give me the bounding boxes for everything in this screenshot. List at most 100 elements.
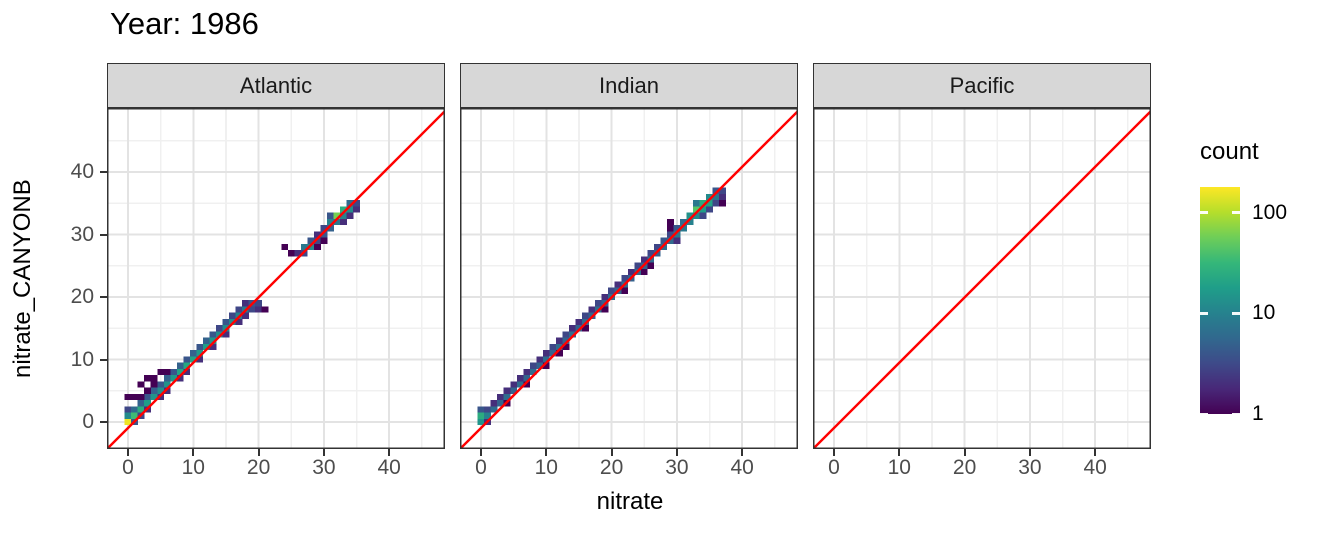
count-bin bbox=[281, 243, 289, 251]
count-bin bbox=[516, 375, 524, 382]
facet-indian: Indian 0 10 20 30 40 bbox=[460, 63, 798, 479]
count-bin bbox=[693, 212, 700, 219]
x-tick-mark bbox=[1094, 449, 1097, 456]
count-bin bbox=[562, 337, 570, 344]
count-bin bbox=[693, 206, 700, 213]
count-bin bbox=[699, 212, 707, 219]
count-bin bbox=[706, 193, 713, 201]
x-tick-label: 20 bbox=[599, 456, 624, 479]
x-tick-mark bbox=[480, 449, 482, 456]
count-bin bbox=[608, 287, 615, 294]
count-bin bbox=[320, 225, 328, 232]
count-bin bbox=[163, 375, 171, 382]
count-bin bbox=[582, 312, 589, 319]
count-bin bbox=[719, 193, 727, 201]
count-bin bbox=[699, 200, 707, 207]
x-tick-label: 30 bbox=[665, 456, 689, 479]
y-tick-label: 20 bbox=[70, 285, 94, 308]
count-bin bbox=[477, 418, 485, 426]
count-bin bbox=[242, 300, 249, 307]
count-bin bbox=[157, 387, 165, 394]
identity-line bbox=[813, 110, 1151, 449]
count-bin bbox=[523, 368, 531, 376]
count-bin bbox=[666, 231, 674, 238]
x-tick-mark bbox=[388, 449, 391, 456]
count-bin bbox=[144, 387, 151, 394]
count-bin bbox=[209, 331, 217, 338]
facet-atlantic: Atlantic 0 10 20 30 40 bbox=[107, 63, 445, 479]
x-tick-mark bbox=[898, 449, 901, 456]
y-tick-label: 0 bbox=[82, 410, 94, 433]
count-bin bbox=[516, 381, 524, 388]
count-bin bbox=[287, 250, 295, 257]
panel-border bbox=[107, 108, 445, 449]
count-bin bbox=[150, 381, 158, 388]
count-bin bbox=[353, 200, 360, 207]
count-bin bbox=[137, 400, 145, 407]
count-bin bbox=[497, 400, 504, 407]
x-tick-mark bbox=[833, 449, 835, 456]
count-bin bbox=[549, 343, 557, 351]
count-bin bbox=[595, 300, 602, 307]
count-bin bbox=[150, 393, 158, 401]
count-bin bbox=[294, 250, 302, 257]
count-bin bbox=[248, 306, 256, 313]
facet-strip-indian: Indian bbox=[460, 63, 798, 108]
legend-colorbar bbox=[1200, 187, 1240, 414]
count-bin bbox=[144, 400, 151, 407]
count-bin bbox=[131, 406, 138, 413]
count-bin bbox=[157, 381, 165, 388]
count-bin bbox=[163, 368, 171, 376]
count-bin bbox=[313, 231, 321, 238]
count-bin bbox=[660, 243, 668, 251]
count-bin bbox=[307, 243, 315, 251]
x-tick-mark bbox=[610, 449, 613, 456]
count-bin bbox=[562, 343, 570, 351]
facet-strip-pacific: Pacific bbox=[813, 63, 1151, 108]
count-bin bbox=[124, 418, 132, 426]
x-tick-label: 40 bbox=[377, 456, 401, 479]
x-tick-mark bbox=[741, 449, 744, 456]
x-tick-label: 20 bbox=[246, 456, 271, 479]
count-bin bbox=[189, 356, 197, 363]
count-bin bbox=[582, 325, 589, 332]
count-bin bbox=[588, 306, 596, 313]
legend-tick-label: 1 bbox=[1252, 402, 1264, 425]
facet-pacific: Pacific 0 10 20 30 40 bbox=[813, 63, 1151, 479]
x-tick-label: 0 bbox=[475, 456, 487, 479]
count-bin bbox=[673, 225, 681, 232]
count-bin bbox=[170, 375, 178, 382]
legend-tick bbox=[1232, 412, 1240, 416]
x-tick-label: 30 bbox=[312, 456, 336, 479]
facet-strip-atlantic: Atlantic bbox=[107, 63, 445, 108]
x-tick-mark bbox=[127, 449, 129, 456]
count-bin bbox=[163, 387, 171, 394]
facet-panel-pacific bbox=[813, 108, 1151, 449]
x-tick-label: 40 bbox=[1083, 456, 1107, 479]
y-tick-mark bbox=[100, 233, 107, 236]
count-bin bbox=[333, 218, 341, 226]
count-bin bbox=[353, 206, 360, 213]
count-bin bbox=[569, 331, 576, 338]
x-tick-label: 0 bbox=[828, 456, 840, 479]
y-tick-mark bbox=[100, 171, 107, 173]
count-bin bbox=[157, 368, 165, 376]
count-bin bbox=[699, 206, 707, 213]
count-bin bbox=[712, 187, 720, 194]
count-bin bbox=[340, 206, 347, 213]
count-bin bbox=[229, 312, 236, 319]
panel-border bbox=[460, 108, 798, 449]
legend-tick bbox=[1200, 211, 1208, 215]
count-bin bbox=[202, 337, 210, 344]
count-bin bbox=[320, 231, 328, 238]
count-bin bbox=[562, 331, 570, 338]
legend: count 100 10 1 bbox=[1200, 138, 1344, 438]
legend-tick bbox=[1232, 211, 1240, 215]
count-bin bbox=[680, 218, 687, 226]
count-bin bbox=[255, 300, 262, 307]
x-tick-label: 0 bbox=[122, 456, 134, 479]
count-bin bbox=[529, 362, 537, 369]
legend-tick-label: 10 bbox=[1252, 301, 1276, 325]
count-bin bbox=[549, 350, 557, 357]
